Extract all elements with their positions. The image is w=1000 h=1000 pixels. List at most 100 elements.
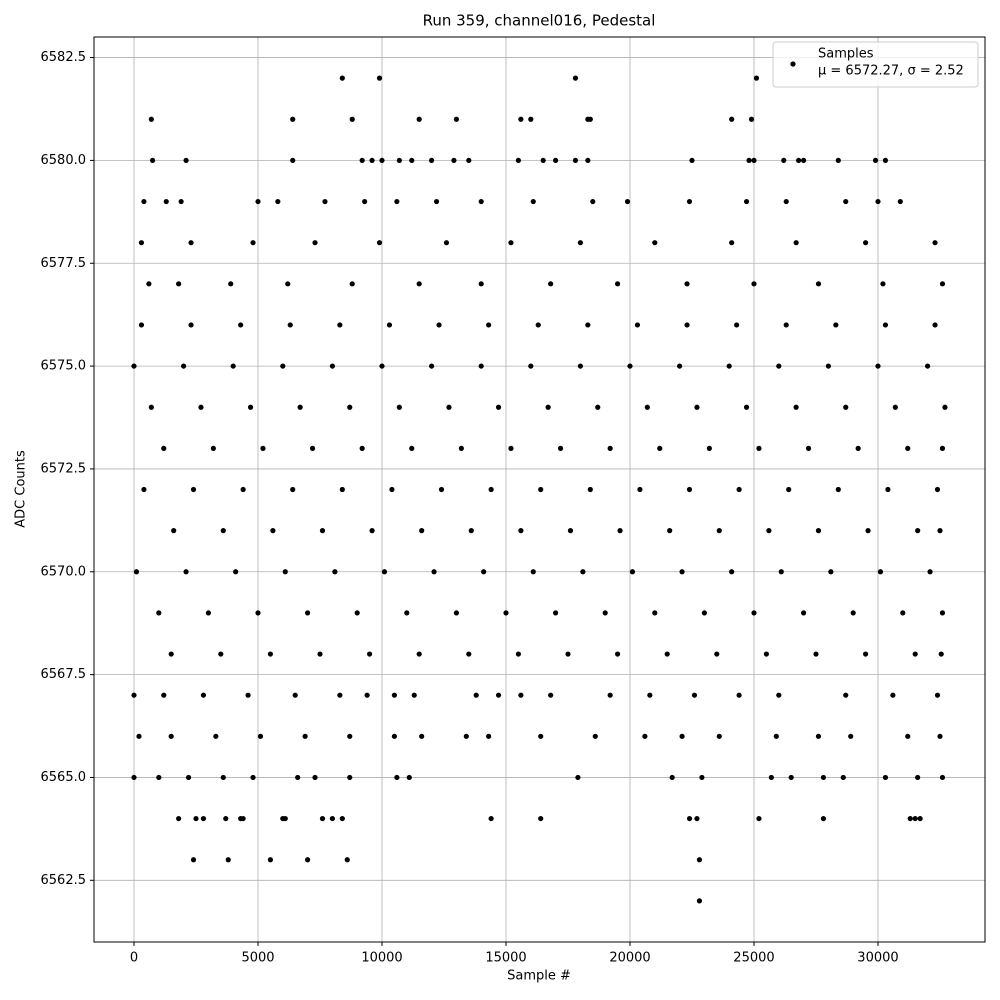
point xyxy=(312,240,318,246)
point xyxy=(275,198,281,205)
point xyxy=(518,692,524,698)
point xyxy=(317,651,323,657)
point xyxy=(255,198,261,205)
point xyxy=(796,157,802,164)
point xyxy=(877,569,884,575)
point xyxy=(729,116,735,122)
point xyxy=(198,404,204,410)
point xyxy=(478,198,484,205)
point xyxy=(652,610,658,616)
point xyxy=(734,322,740,328)
point xyxy=(783,198,789,205)
x-axis-label: Sample # xyxy=(507,969,571,984)
point xyxy=(451,157,457,164)
point xyxy=(684,281,690,287)
point xyxy=(290,486,296,493)
point xyxy=(729,569,735,575)
point xyxy=(872,157,879,164)
point xyxy=(379,363,385,369)
point xyxy=(255,610,261,616)
point xyxy=(282,569,288,575)
point xyxy=(882,157,889,164)
point xyxy=(701,610,707,616)
point xyxy=(466,157,472,164)
chart-title: Run 359, channel016, Pedestal xyxy=(423,12,656,30)
point xyxy=(394,198,400,205)
point xyxy=(453,116,459,122)
point xyxy=(188,240,194,246)
point xyxy=(411,692,417,698)
point xyxy=(347,733,353,739)
point xyxy=(290,157,296,164)
point xyxy=(595,404,601,410)
point xyxy=(473,692,479,698)
point xyxy=(575,774,581,781)
point xyxy=(339,486,345,493)
x-tick-label: 20000 xyxy=(609,951,650,966)
y-tick-label: 6577.5 xyxy=(41,256,87,271)
point xyxy=(319,528,326,534)
points xyxy=(131,75,948,904)
point xyxy=(800,610,807,616)
point xyxy=(587,116,593,122)
point xyxy=(572,157,579,164)
point xyxy=(481,569,487,575)
point xyxy=(190,486,197,493)
point xyxy=(515,651,521,657)
legend-label: Samples xyxy=(818,47,874,62)
point xyxy=(786,486,792,493)
point xyxy=(389,486,395,493)
point xyxy=(538,815,544,822)
point xyxy=(545,404,551,410)
y-tick-label: 6565.0 xyxy=(41,770,87,785)
point xyxy=(409,157,415,164)
point xyxy=(875,363,881,369)
point xyxy=(319,815,326,822)
point xyxy=(942,404,948,410)
point xyxy=(508,445,514,451)
point xyxy=(890,692,896,698)
point xyxy=(250,774,256,781)
point xyxy=(528,116,534,122)
point xyxy=(416,116,422,122)
point xyxy=(339,75,345,81)
point xyxy=(295,774,301,781)
point xyxy=(567,528,574,534)
point xyxy=(297,404,303,410)
point xyxy=(329,815,335,822)
point xyxy=(200,692,207,698)
point xyxy=(548,281,554,287)
point xyxy=(900,610,906,616)
point xyxy=(657,445,663,451)
point xyxy=(347,774,353,781)
point xyxy=(538,733,544,739)
point xyxy=(585,157,591,164)
point xyxy=(210,445,216,451)
point xyxy=(751,610,757,616)
y-tick-label: 6562.5 xyxy=(41,873,87,888)
point xyxy=(267,857,273,863)
point xyxy=(679,733,685,739)
point xyxy=(416,651,422,657)
point xyxy=(528,363,534,369)
point xyxy=(379,157,385,164)
point xyxy=(743,198,750,205)
point xyxy=(463,733,469,739)
point xyxy=(706,445,712,451)
point xyxy=(637,486,643,493)
point xyxy=(183,569,189,575)
point xyxy=(843,198,849,205)
point xyxy=(781,157,787,164)
x-tick-label: 0 xyxy=(130,951,138,966)
point xyxy=(552,157,559,164)
point xyxy=(218,651,224,657)
point xyxy=(205,610,212,616)
point xyxy=(200,815,207,822)
point xyxy=(729,240,735,246)
point xyxy=(495,404,502,410)
plot-frame xyxy=(93,36,986,943)
point xyxy=(669,774,675,781)
point xyxy=(362,198,368,205)
legend-marker xyxy=(790,61,796,67)
point xyxy=(686,198,693,205)
